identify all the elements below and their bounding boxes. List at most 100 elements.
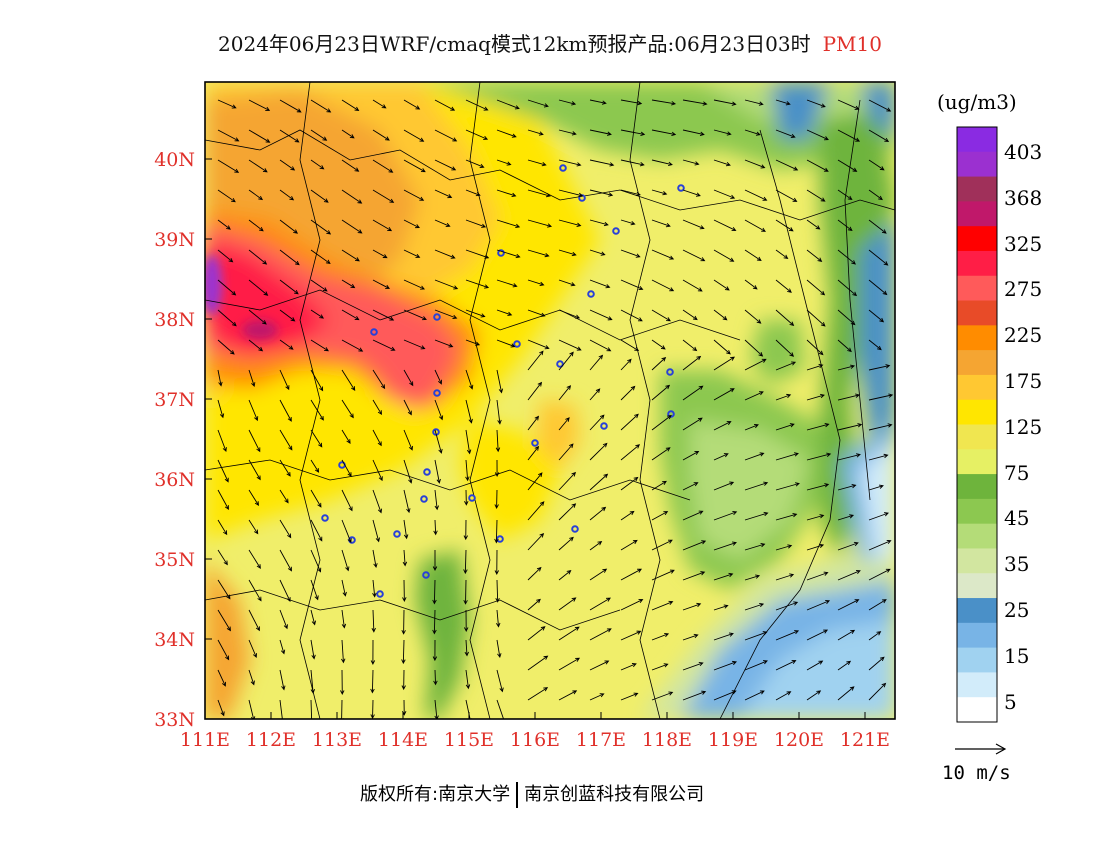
wind-arrow [868, 656, 885, 671]
wind-arrow [527, 566, 542, 581]
wind-arrow [372, 519, 380, 543]
wind-arrow [558, 99, 577, 106]
wind-arrow [496, 609, 501, 628]
wind-arrow [465, 219, 487, 228]
wind-arrow [589, 541, 603, 551]
wind-arrow [341, 99, 360, 111]
wind-arrow [775, 482, 800, 491]
wind-arrow [589, 189, 614, 197]
wind-arrow [434, 399, 444, 421]
wind-arrow [372, 459, 383, 482]
city-marker [531, 439, 539, 447]
wind-arrow [775, 691, 792, 701]
wind-arrow [403, 429, 413, 451]
wind-arrow [620, 630, 642, 641]
wind-arrow [620, 99, 643, 106]
wind-arrow [310, 549, 322, 573]
wind-arrow [620, 476, 639, 491]
wind-arrow [682, 482, 699, 491]
wind-arrow [713, 541, 737, 551]
colorbar-swatch [957, 449, 997, 475]
lon-label: 118E [642, 729, 692, 751]
wind-arrow [868, 568, 891, 581]
colorbar-swatch [957, 151, 997, 178]
wind-arrow [651, 691, 674, 701]
wind-arrow [496, 159, 512, 166]
city-marker [666, 368, 674, 376]
wind-arrow [558, 129, 577, 136]
wind-arrow [279, 429, 293, 451]
wind-arrow [465, 99, 489, 111]
wind-arrow [806, 452, 832, 461]
wind-arrow [248, 459, 261, 481]
wind-arrow [495, 429, 501, 453]
wind-arrow [463, 609, 469, 632]
wind-arrow [837, 629, 856, 641]
wind-arrow [837, 249, 856, 265]
wind-arrow [744, 129, 761, 136]
lat-label: 35N [154, 549, 195, 571]
footer-right: 南京创蓝科技有限公司 [524, 784, 705, 805]
wind-arrow [837, 423, 863, 431]
wind-arrow [775, 601, 799, 611]
wind-arrow [775, 219, 794, 232]
wind-arrow [403, 339, 426, 350]
wind-arrow [403, 129, 425, 142]
wind-arrow [651, 339, 666, 350]
wind-arrow [217, 519, 228, 536]
wind-arrow [248, 249, 268, 265]
boundary-lines [205, 82, 895, 719]
wind-arrow [651, 414, 672, 431]
wind-arrow [713, 481, 735, 491]
colorbar-frame [956, 126, 998, 723]
wind-arrow [806, 129, 829, 141]
wind-arrow [868, 599, 887, 611]
wind-arrow [868, 279, 888, 296]
wind-arrow [432, 609, 437, 635]
colorbar-label: 25 [1004, 598, 1030, 622]
wind-arrow [589, 597, 611, 611]
wind-arrow [495, 579, 500, 603]
wind-arrow [868, 484, 884, 491]
wind-arrow [401, 609, 406, 635]
wind-arrow [775, 630, 800, 641]
wind-arrow [527, 339, 550, 350]
city-marker [348, 536, 356, 544]
wind-arrow [682, 309, 698, 321]
wind-arrow [713, 99, 737, 106]
wind-arrow [434, 339, 454, 348]
wind-arrow [837, 339, 852, 353]
wind-arrow [775, 339, 795, 357]
wind-arrow [217, 369, 223, 387]
wind-arrow [279, 309, 296, 322]
wind-arrow [372, 429, 382, 447]
wind-arrow [527, 350, 544, 371]
wind-arrow [496, 99, 520, 110]
wind-arrow [837, 364, 856, 371]
wind-arrow [465, 279, 490, 289]
wind-arrow [310, 429, 323, 448]
wind-arrow [527, 501, 545, 521]
wind-arrow [806, 422, 830, 431]
wind-arrow [837, 541, 859, 551]
wind-arrow [494, 489, 499, 510]
wind-arrow [341, 339, 364, 352]
wind-arrow [279, 279, 299, 295]
wind-arrow [341, 159, 360, 172]
wind-arrow [372, 489, 383, 514]
wind-arrow [310, 249, 331, 265]
wind-arrow [682, 129, 705, 136]
colorbar-label: 35 [1004, 552, 1030, 577]
wind-arrow [434, 219, 451, 228]
wind-arrow [248, 159, 268, 173]
wind-arrow [806, 393, 825, 401]
wind-arrow [217, 609, 231, 632]
wind-arrow [682, 633, 699, 641]
wind-arrow [494, 519, 499, 544]
wind-arrow [403, 369, 414, 387]
wind-arrow [217, 489, 229, 510]
wind-arrow [744, 219, 766, 232]
wind-arrow [248, 279, 269, 296]
colorbar-unit: (ug/m3) [937, 90, 1017, 114]
colorbar-swatch [957, 523, 997, 549]
